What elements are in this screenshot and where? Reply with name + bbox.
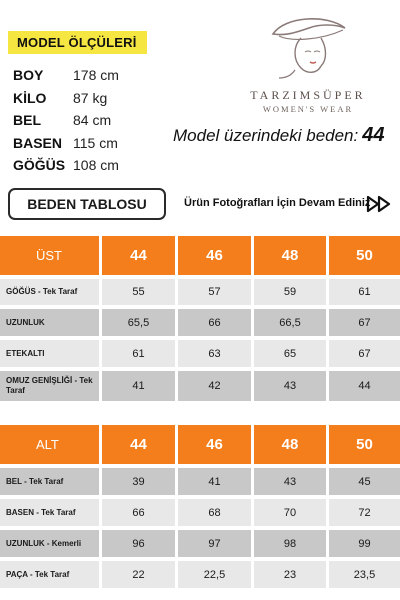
- value-cell: 65,5: [102, 309, 175, 336]
- value-cell: 23,5: [329, 561, 400, 588]
- value-cell: 22,5: [178, 561, 251, 588]
- measure-label: BOY: [13, 67, 44, 84]
- row-label-cell: BASEN - Tek Taraf: [0, 499, 99, 526]
- table-header-cell: 44: [102, 425, 175, 464]
- measure-value: 108 cm: [73, 157, 119, 174]
- table-header-cell: 46: [178, 236, 251, 275]
- value-cell: 70: [254, 499, 326, 526]
- table-header-row: ÜST 44 46 48 50: [0, 236, 400, 275]
- value-cell: 68: [178, 499, 251, 526]
- value-cell: 43: [254, 371, 326, 401]
- value-cell: 66: [178, 309, 251, 336]
- value-cell: 96: [102, 530, 175, 557]
- size-table-button[interactable]: BEDEN TABLOSU: [8, 188, 166, 220]
- model-size-label: Model üzerindeki beden:: [173, 126, 359, 145]
- model-size-text: Model üzerindeki beden: 44: [173, 124, 384, 147]
- value-cell: 42: [178, 371, 251, 401]
- measure-row-weight: KİLO 87 kg: [13, 87, 119, 110]
- model-size-value: 44: [362, 124, 385, 146]
- value-cell: 72: [329, 499, 400, 526]
- table-header-cell: 50: [329, 425, 400, 464]
- measure-row-chest: GÖĞÜS 108 cm: [13, 154, 119, 177]
- value-cell: 61: [102, 340, 175, 367]
- model-measurements-badge: MODEL ÖLÇÜLERİ: [8, 31, 147, 54]
- value-cell: 41: [102, 371, 175, 401]
- measure-row-waist: BEL 84 cm: [13, 109, 119, 132]
- row-label-cell: UZUNLUK - Kemerli: [0, 530, 99, 557]
- brand-tagline: WOMEN'S WEAR: [262, 104, 354, 114]
- value-cell: 23: [254, 561, 326, 588]
- value-cell: 67: [329, 309, 400, 336]
- table-header-cell: ÜST: [0, 236, 99, 275]
- measure-label: GÖĞÜS: [13, 157, 66, 174]
- value-cell: 39: [102, 468, 175, 495]
- value-cell: 57: [178, 279, 251, 305]
- row-label-cell: UZUNLUK: [0, 309, 99, 336]
- brand-name: TARZIMSÜPER: [250, 88, 366, 102]
- value-cell: 63: [178, 340, 251, 367]
- value-cell: 66,5: [254, 309, 326, 336]
- table-header-cell: 48: [254, 425, 326, 464]
- measure-label: BASEN: [13, 134, 63, 151]
- value-cell: 43: [254, 468, 326, 495]
- value-cell: 61: [329, 279, 400, 305]
- row-label-cell: PAÇA - Tek Taraf: [0, 561, 99, 588]
- table-header-cell: 50: [329, 236, 400, 275]
- woman-hat-logo-icon: [271, 18, 346, 79]
- value-cell: 22: [102, 561, 175, 588]
- measure-value: 87 kg: [73, 89, 108, 106]
- brand-logo-block: TARZIMSÜPER WOMEN'S WEAR: [238, 12, 378, 114]
- measure-label: BEL: [13, 112, 41, 129]
- value-cell: 65: [254, 340, 326, 367]
- measure-value: 84 cm: [73, 112, 112, 129]
- measure-value: 115 cm: [73, 134, 118, 151]
- value-cell: 55: [102, 279, 175, 305]
- model-measurements-list: BOY 178 cm KİLO 87 kg BEL 84 cm BASEN 11…: [13, 64, 119, 177]
- measure-label: KİLO: [13, 89, 47, 106]
- row-label-cell: GÖĞÜS - Tek Taraf: [0, 279, 99, 305]
- value-cell: 66: [102, 499, 175, 526]
- value-cell: 44: [329, 371, 400, 401]
- measure-value: 178 cm: [73, 67, 119, 84]
- value-cell: 98: [254, 530, 326, 557]
- value-cell: 45: [329, 468, 400, 495]
- value-cell: 99: [329, 530, 400, 557]
- continue-to-photos-link[interactable]: Ürün Fotoğrafları İçin Devam Ediniz: [184, 197, 371, 209]
- value-cell: 59: [254, 279, 326, 305]
- table-header-cell: 48: [254, 236, 326, 275]
- value-cell: 41: [178, 468, 251, 495]
- measure-row-hip: BASEN 115 cm: [13, 132, 119, 155]
- double-play-icon[interactable]: [366, 195, 391, 213]
- row-label-cell: OMUZ GENİŞLİĞİ - Tek Taraf: [0, 371, 99, 401]
- table-header-cell: ALT: [0, 425, 99, 464]
- value-cell: 67: [329, 340, 400, 367]
- table-header-cell: 46: [178, 425, 251, 464]
- row-label-cell: ETEKALTI: [0, 340, 99, 367]
- table-header-row: ALT 44 46 48 50: [0, 425, 400, 464]
- measure-row-height: BOY 178 cm: [13, 64, 119, 87]
- row-label-cell: BEL - Tek Taraf: [0, 468, 99, 495]
- value-cell: 97: [178, 530, 251, 557]
- table-header-cell: 44: [102, 236, 175, 275]
